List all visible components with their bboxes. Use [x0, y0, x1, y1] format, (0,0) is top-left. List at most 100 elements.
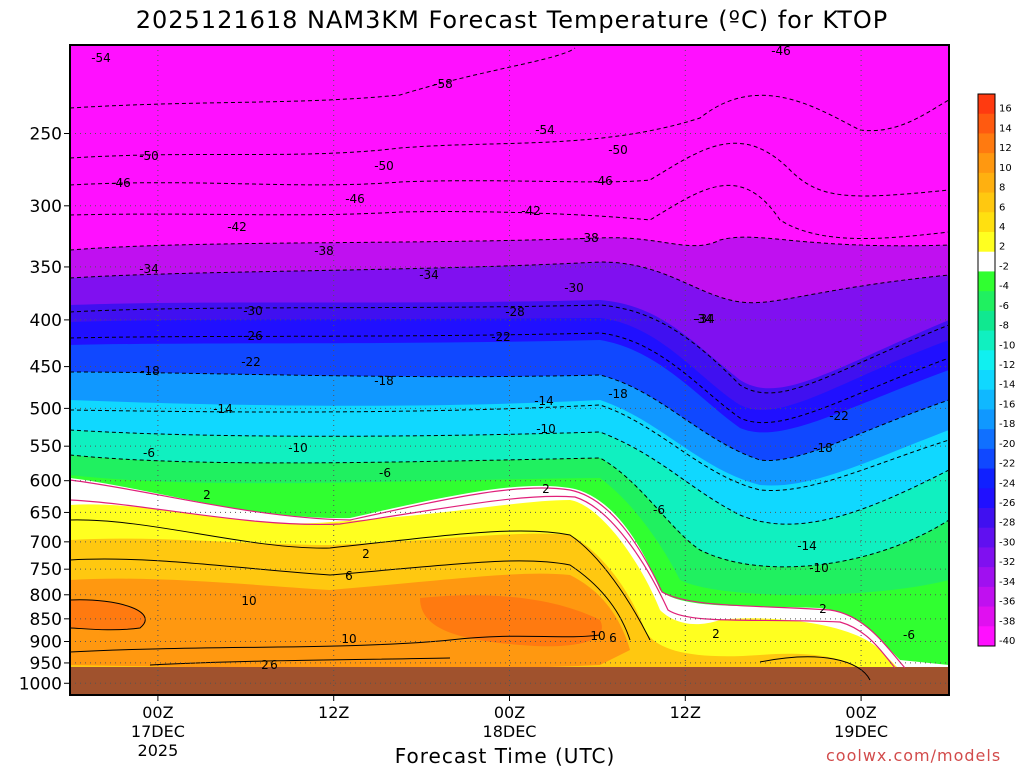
x-axis-title: Forecast Time (UTC) — [394, 744, 616, 768]
colorbar-segment — [978, 133, 995, 154]
contour-label: 6 — [270, 658, 278, 672]
contour-line — [70, 332, 949, 424]
contour-label: -30 — [243, 304, 263, 318]
colorbar-segment — [978, 567, 995, 588]
contour-label: -22 — [241, 355, 261, 369]
colorbar-label: -6 — [999, 301, 1009, 312]
y-tick-label: 1000 — [19, 674, 62, 694]
colorbar-label: 10 — [999, 163, 1012, 174]
x-tick-label: 00Z — [494, 703, 525, 722]
colorbar-segment — [978, 251, 995, 272]
colorbar-label: 4 — [999, 222, 1005, 233]
contour-line — [149, 657, 451, 666]
chart-title: 2025121618 NAM3KM Forecast Temperature (… — [135, 6, 889, 34]
contour-label: -50 — [139, 149, 159, 163]
contour-label: -50 — [608, 143, 628, 157]
contour-label: -14 — [534, 394, 554, 408]
contour-label: -46 — [345, 192, 365, 206]
colorbar-label: -24 — [999, 478, 1015, 489]
contour-label: 10 — [241, 594, 256, 608]
y-tick-label: 800 — [30, 586, 62, 606]
colorbar-segment — [978, 389, 995, 410]
x-tick-label: 2025 — [138, 741, 179, 760]
contour-label: -18 — [374, 374, 394, 388]
colorbar-label: -14 — [999, 380, 1015, 391]
contour-label: -42 — [521, 204, 541, 218]
contour-line — [70, 47, 576, 109]
contour-label: -18 — [813, 441, 833, 455]
watermark: coolwx.com/models — [826, 746, 1002, 765]
contour-line — [70, 261, 949, 304]
contour-label: 6 — [345, 569, 353, 583]
temperature-field — [70, 45, 949, 695]
colorbar-label: -8 — [999, 321, 1009, 332]
colorbar-segment — [978, 291, 995, 312]
colorbar-segment — [978, 606, 995, 627]
x-tick-label: 17DEC — [131, 722, 185, 741]
contour-line — [70, 429, 949, 525]
colorbar-label: -12 — [999, 360, 1015, 371]
contour-line — [70, 142, 949, 197]
contour-label: -34 — [139, 262, 159, 276]
contour-line — [70, 558, 631, 641]
contour-lines — [70, 47, 949, 681]
contour-label: -38 — [314, 244, 334, 258]
contour-label: -10 — [809, 561, 829, 575]
colorbar-label: 6 — [999, 202, 1005, 213]
contour-line — [70, 599, 146, 631]
colorbar-segment — [978, 232, 995, 253]
colorbar-segment — [978, 547, 995, 568]
contour-label: -30 — [564, 281, 584, 295]
contour-line — [70, 634, 601, 653]
y-axis: 2503003504004505005506006507007508008509… — [19, 124, 70, 694]
colorbar-label: -20 — [999, 439, 1015, 450]
contour-line — [70, 94, 949, 159]
y-tick-label: 600 — [30, 472, 62, 492]
y-tick-label: 250 — [30, 124, 62, 144]
contour-label: -22 — [491, 330, 511, 344]
x-tick-label: 12Z — [318, 703, 349, 722]
y-tick-label: 500 — [30, 399, 62, 419]
contour-label: -14 — [213, 402, 233, 416]
contour-label: -34 — [419, 268, 439, 282]
x-tick-label: 00Z — [845, 703, 876, 722]
colorbar-label: 2 — [999, 242, 1005, 253]
contour-label: -46 — [771, 44, 791, 58]
y-tick-label: 850 — [30, 610, 62, 630]
colorbar-label: -26 — [999, 498, 1015, 509]
colorbar-segment — [978, 626, 995, 647]
x-tick-label: 19DEC — [834, 722, 888, 741]
colorbar-segment — [978, 468, 995, 489]
colorbar-label: -32 — [999, 557, 1015, 568]
contour-label: -46 — [593, 174, 613, 188]
contour-label: -18 — [140, 364, 160, 378]
freezing-line-lower — [69, 495, 896, 669]
y-tick-label: 750 — [30, 560, 62, 580]
colorbar-label: -34 — [999, 577, 1015, 588]
y-tick-label: 350 — [30, 258, 62, 278]
contour-label: -22 — [829, 409, 849, 423]
contour-line — [70, 371, 949, 461]
colorbar-label: 14 — [999, 123, 1012, 134]
colorbar-segment — [978, 212, 995, 233]
colorbar-label: -40 — [999, 636, 1015, 647]
contour-label: -6 — [379, 466, 391, 480]
contour-label: -6 — [903, 628, 915, 642]
colorbar-segment — [978, 192, 995, 213]
colorbar-segment — [978, 271, 995, 292]
y-tick-label: 300 — [30, 197, 62, 217]
grid-lines — [70, 45, 949, 695]
x-tick-label: 12Z — [670, 703, 701, 722]
contour-label: -54 — [91, 51, 111, 65]
colorbar-segment — [978, 330, 995, 351]
colorbar-segment — [978, 429, 995, 450]
contour-label: -14 — [797, 539, 817, 553]
y-tick-label: 550 — [30, 437, 62, 457]
freezing-line-upper — [69, 479, 906, 669]
colorbar-segment — [978, 409, 995, 430]
colorbar-label: -16 — [999, 399, 1015, 410]
colorbar-segment — [978, 527, 995, 548]
colorbar-segment — [978, 488, 995, 509]
colorbar-label: -30 — [999, 537, 1015, 548]
contour-line — [759, 656, 871, 681]
